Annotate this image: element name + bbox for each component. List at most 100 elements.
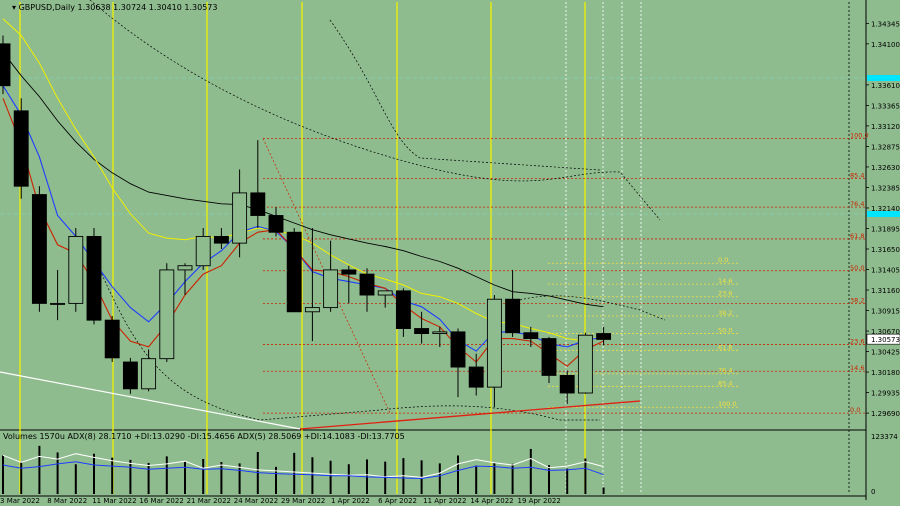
x-tick-label: 11 Apr 2022 xyxy=(423,497,466,505)
candle xyxy=(13,98,29,199)
indicator-header: Volumes 1570u ADX(8) 28.1710 +DI:13.0290… xyxy=(3,432,405,441)
bear-candle-body xyxy=(450,331,466,368)
price-highlight-box xyxy=(867,75,900,81)
candle xyxy=(541,336,557,383)
candle xyxy=(232,169,248,258)
candle xyxy=(559,370,575,404)
ma-red-line xyxy=(2,98,604,367)
y-tick-label: 1.34345 xyxy=(871,20,900,28)
candle xyxy=(159,263,175,363)
bear-candle-body xyxy=(286,231,302,313)
x-tick-label: 21 Mar 2022 xyxy=(187,497,231,505)
fib-red-label: 14.6 xyxy=(850,364,864,372)
fib-yellow-label: 23.6 xyxy=(718,290,732,298)
candle xyxy=(268,207,284,237)
candle xyxy=(31,186,47,312)
bear-candle-body xyxy=(104,319,120,359)
bear-candle-body xyxy=(13,110,29,187)
bull-candle-body xyxy=(432,331,448,335)
current-price-label: 1.30573 xyxy=(871,336,900,344)
red-trendline xyxy=(299,400,641,430)
bull-candle-body xyxy=(577,334,593,394)
dropdown-arrow-icon[interactable]: ▾ xyxy=(12,3,17,12)
candle xyxy=(414,311,430,344)
candle xyxy=(395,288,411,337)
bear-candle-body xyxy=(468,366,484,388)
y-tick-label: 1.31895 xyxy=(871,225,900,233)
candle xyxy=(141,349,157,392)
fib-red-label: 23.6 xyxy=(850,337,864,345)
bull-candle-body xyxy=(486,298,502,388)
fib-red-label: 100.0 xyxy=(850,131,869,139)
candle xyxy=(177,263,193,296)
candle xyxy=(250,140,266,229)
ma-yellow-line xyxy=(2,18,604,342)
y-tick-label: 1.31650 xyxy=(871,246,900,254)
fib-yellow-label: 61.8 xyxy=(718,343,732,351)
fib-yellow-label: 14.6 xyxy=(718,277,732,285)
y-tick-label: 1.29690 xyxy=(871,410,900,418)
fib-yellow-label: 85.4 xyxy=(718,379,732,387)
bull-candle-body xyxy=(195,235,211,267)
candle xyxy=(68,228,84,312)
candle xyxy=(505,269,521,337)
bear-candle-body xyxy=(268,215,284,233)
x-tick-label: 1 Apr 2022 xyxy=(331,497,370,505)
y-tick-label: 1.32630 xyxy=(871,164,900,172)
x-tick-label: 11 Mar 2022 xyxy=(92,497,136,505)
fib-yellow-label: 0.0 xyxy=(718,256,728,264)
y-tick-label: 1.33610 xyxy=(871,82,900,90)
chart-header: ▾ GBPUSD,Daily 1.30638 1.30724 1.30410 1… xyxy=(12,3,217,12)
y-tick-label: 1.30425 xyxy=(871,349,900,357)
y-tick-label: 1.30915 xyxy=(871,308,900,316)
envelope-upper-line xyxy=(89,0,661,221)
bull-candle-body xyxy=(50,302,66,305)
candle xyxy=(377,290,393,308)
y-tick-label: 1.31405 xyxy=(871,267,900,275)
x-tick-label: 3 Mar 2022 xyxy=(0,497,40,505)
bull-candle-body xyxy=(377,290,393,296)
candle xyxy=(50,269,66,321)
fib-yellow-label: 100.0 xyxy=(718,400,737,408)
bull-candle-body xyxy=(177,265,193,271)
y-tick-label: 1.30180 xyxy=(871,369,900,377)
candle xyxy=(596,326,612,346)
envelope-upper2-line xyxy=(329,19,601,171)
candle xyxy=(86,228,102,325)
bear-candle-body xyxy=(414,328,430,335)
candle xyxy=(323,240,339,312)
white-trendline xyxy=(0,371,301,430)
candle xyxy=(523,326,539,347)
bear-candle-body xyxy=(213,235,229,244)
y-tick-label: 1.30670 xyxy=(871,328,900,336)
ma-black-line xyxy=(2,51,604,308)
candle xyxy=(213,228,229,249)
candle xyxy=(104,315,120,363)
y-tick-label: 1.31160 xyxy=(871,287,900,295)
x-tick-label: 16 Mar 2022 xyxy=(139,497,183,505)
bull-candle-body xyxy=(304,307,320,313)
candle xyxy=(286,228,302,313)
bear-candle-body xyxy=(505,298,521,334)
volume-zero-label: 0 xyxy=(871,488,875,496)
volume-max-label: 123374 xyxy=(871,433,898,441)
candle xyxy=(432,326,448,347)
current-price-box xyxy=(866,333,900,345)
fib-red-label: 0.0 xyxy=(850,406,860,414)
fib-red-label: 50.0 xyxy=(850,264,864,272)
x-tick-label: 19 Apr 2022 xyxy=(518,497,561,505)
candle xyxy=(0,35,11,95)
envelope-lower-line xyxy=(99,269,600,421)
adx-white-line xyxy=(2,453,604,478)
bear-candle-body xyxy=(0,43,11,87)
fib-yellow-label: 50.0 xyxy=(718,327,732,335)
bear-candle-body xyxy=(359,273,375,296)
y-tick-label: 1.32875 xyxy=(871,143,900,151)
adx-blue-line xyxy=(2,461,604,480)
x-tick-label: 6 Apr 2022 xyxy=(378,497,417,505)
fib-yellow-label: 76.4 xyxy=(718,367,732,375)
candle xyxy=(468,353,484,396)
bull-candle-body xyxy=(159,269,175,360)
